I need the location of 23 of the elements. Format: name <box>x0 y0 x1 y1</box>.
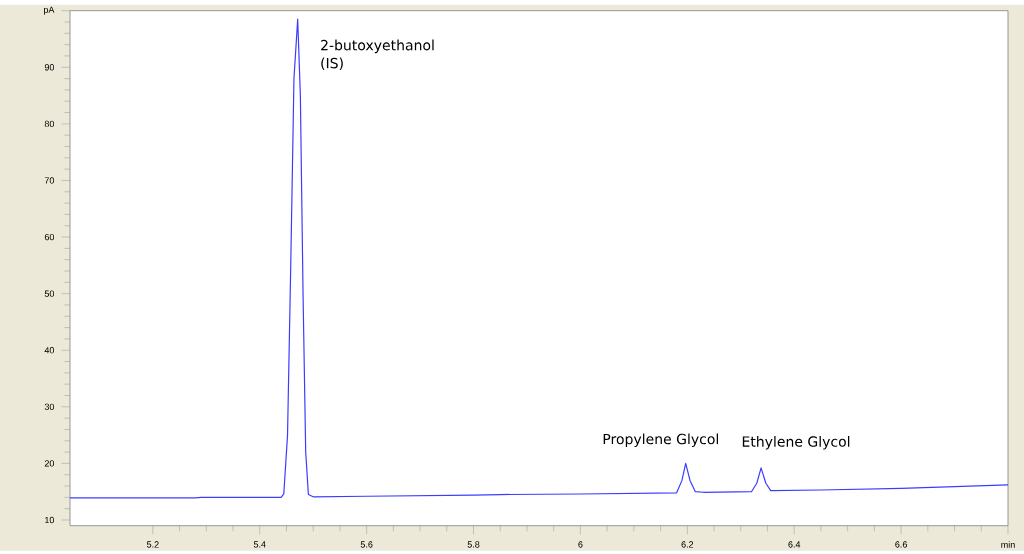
x-tick-label: 6.2 <box>681 541 694 548</box>
x-tick-label: 5.2 <box>146 541 159 548</box>
y-tick-label: 90 <box>44 63 55 71</box>
y-tick-label: 50 <box>44 290 55 297</box>
annotation: Propylene Glycol <box>603 433 719 447</box>
annotation: 2-butoxyethanol (IS) <box>321 39 434 70</box>
y-tick-label: 10 <box>45 516 55 523</box>
y-tick-label: 80 <box>44 120 55 127</box>
line-series <box>70 18 1008 499</box>
x-tick-label: 6.4 <box>788 541 801 548</box>
x-tick-label: 5.8 <box>467 541 480 548</box>
y-tick-label: 70 <box>44 177 55 184</box>
y-tick-label: 30 <box>44 403 55 410</box>
x-tick-label: 6 <box>578 541 583 548</box>
x-tick-label: 5.4 <box>253 541 266 548</box>
y-tick-label: 40 <box>44 346 55 354</box>
y-tick-label: 20 <box>44 460 55 467</box>
x-tick-label: min <box>1001 541 1015 548</box>
y-tick-label: 60 <box>44 233 55 241</box>
x-tick-label: 5.6 <box>360 541 373 548</box>
x-tick-label: 6.6 <box>895 541 907 548</box>
y-tick-label: pA <box>43 6 55 15</box>
annotation: Ethylene Glycol <box>742 435 850 450</box>
